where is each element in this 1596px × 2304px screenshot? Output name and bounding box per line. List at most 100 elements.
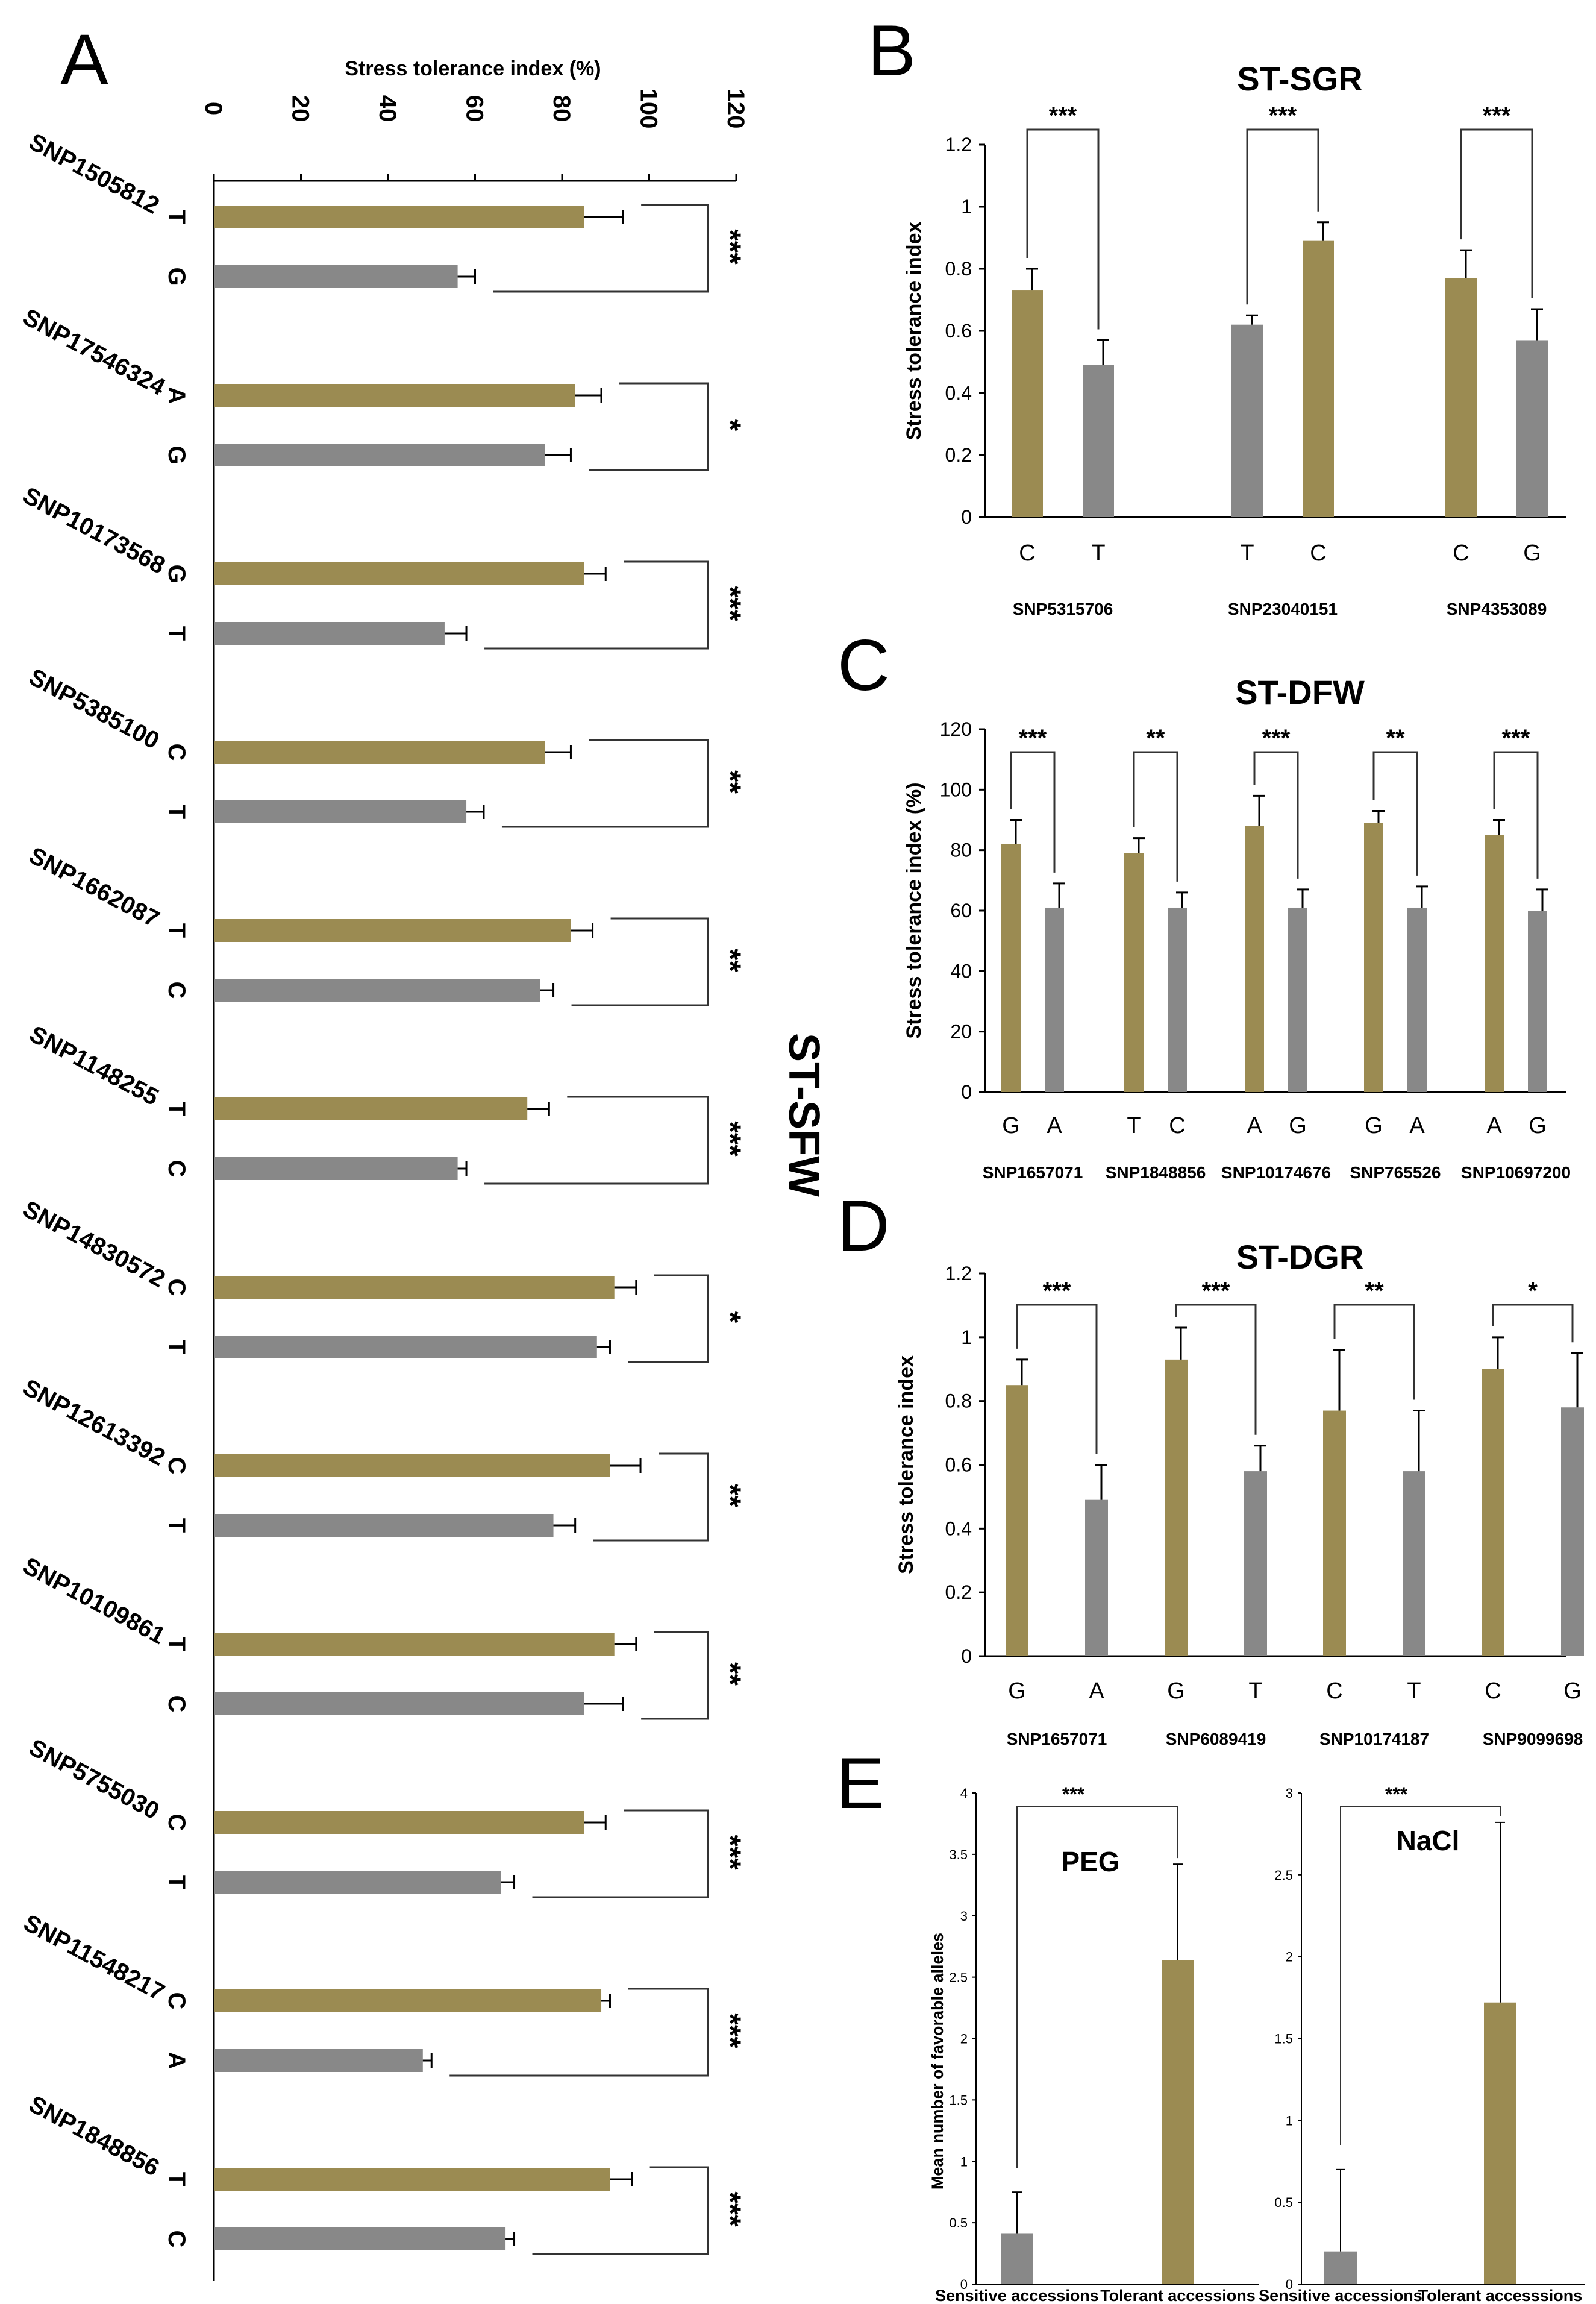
significance-label: *: [1528, 1278, 1538, 1304]
allele-label: G: [163, 445, 190, 464]
significance-label: ***: [1262, 725, 1291, 752]
significance-bracket: [1253, 751, 1299, 879]
panel-b: B ST-SGR Stress tolerance index 0 0.2 0.4 0.6 0…: [868, 10, 1566, 618]
significance-bracket: [1492, 1304, 1574, 1343]
significance-label: ***: [713, 1835, 747, 1870]
allele-label: C: [163, 2230, 190, 2248]
snp-label: SNP4353089: [1447, 600, 1547, 618]
significance-label: ***: [1483, 102, 1511, 129]
significance-label: ***: [713, 2013, 747, 2048]
bar-sensitive: [214, 800, 467, 823]
bar-tolerant: [214, 1097, 528, 1120]
panel-letter-c: C: [837, 625, 890, 706]
y-tick-label: 0.8: [945, 1390, 972, 1412]
snp-label: SNP17546324: [19, 304, 170, 401]
significance-bracket: [641, 1631, 709, 1720]
snp-label: SNP10109861: [19, 1552, 169, 1650]
y-tick-label: 120: [940, 718, 972, 740]
y-axis-label: Stress tolerance index: [903, 221, 925, 440]
category-label: Tolerant accessions: [1100, 2287, 1256, 2304]
significance-bracket: [1010, 751, 1056, 873]
significance-label: **: [713, 949, 747, 972]
allele-label: C: [163, 744, 190, 761]
y-tick-label: 0: [961, 506, 972, 528]
significance-bracket: [532, 1809, 709, 1898]
y-tick-label: 20: [950, 1021, 972, 1043]
bar-tolerant: [214, 1454, 610, 1477]
y-tick-label: 80: [950, 840, 972, 861]
snp-label: SNP10174187: [1319, 1730, 1429, 1748]
allele-label: C: [163, 1279, 190, 1296]
allele-label: T: [163, 923, 190, 938]
bar-sensitive: [214, 2227, 506, 2250]
snp-label: SNP1848856: [1106, 1163, 1206, 1182]
allele-label: C: [1485, 1678, 1501, 1704]
bar-sensitive: [214, 265, 458, 288]
allele-label: C: [1310, 541, 1326, 566]
allele-label: C: [163, 982, 190, 999]
allele-label: A: [1089, 1678, 1104, 1704]
bar-sensitive: [1045, 907, 1064, 1092]
bar-sensitive: [1244, 1471, 1267, 1656]
allele-label: T: [163, 1875, 190, 1889]
y-tick-label: 0: [1286, 2277, 1293, 2292]
panel-a-x-tick-label: 40: [374, 95, 401, 122]
bar-tolerant: [214, 1276, 615, 1299]
significance-label: **: [1146, 725, 1165, 752]
significance-label: *: [713, 419, 747, 432]
y-tick-label: 1.2: [945, 1263, 972, 1284]
allele-label: C: [163, 1814, 190, 1832]
y-tick-label: 40: [950, 960, 972, 982]
panel-a-x-tick-label: 100: [636, 89, 662, 129]
y-tick-label: 0: [960, 2277, 968, 2292]
significance-bracket: [1133, 751, 1178, 882]
significance-label: ***: [1019, 725, 1047, 752]
significance-label: **: [1365, 1278, 1384, 1304]
allele-label: G: [1365, 1113, 1383, 1138]
bar-sensitive: [214, 2049, 423, 2072]
panel-title: ST-DFW: [1235, 673, 1365, 711]
y-tick-label: 0.4: [945, 1518, 972, 1539]
allele-label: T: [163, 210, 190, 224]
y-tick-label: 0.5: [949, 2215, 968, 2230]
allele-label: T: [163, 1637, 190, 1651]
bar-sensitive: [1516, 340, 1548, 517]
bar-tolerant: [1001, 844, 1021, 1092]
significance-label: ***: [1062, 1783, 1085, 1805]
allele-label: C: [1326, 1678, 1342, 1704]
y-tick-label: 2: [960, 2032, 968, 2047]
panel-title: ST-SGR: [1237, 60, 1362, 98]
bar-sensitive: [214, 1157, 458, 1180]
y-axis-label: Stress tolerance index (%): [903, 782, 925, 1038]
snp-label: SNP1148255: [25, 1021, 163, 1111]
bar-tolerant: [1012, 290, 1043, 517]
snp-label: SNP12613392: [19, 1374, 169, 1471]
significance-bracket: [589, 382, 709, 471]
allele-label: T: [163, 805, 190, 819]
significance-label: ***: [1385, 1783, 1408, 1805]
bar-sensitive: [214, 444, 545, 466]
bar-tolerant: [1484, 2002, 1516, 2284]
y-tick-label: 1.5: [949, 2092, 968, 2108]
allele-label: A: [163, 387, 190, 404]
allele-label: T: [1240, 541, 1254, 566]
panel-e-subplot-nacl: 0 0.5 1 1.5 2 2.5 3 Sensitive accessionsToleran…: [1259, 1783, 1585, 2304]
significance-label: ***: [713, 229, 747, 265]
significance-label: ***: [713, 586, 747, 621]
y-tick-label: 0: [961, 1645, 972, 1667]
significance-label: ***: [713, 1121, 747, 1157]
bar-tolerant: [1482, 1369, 1504, 1656]
allele-label: C: [163, 1457, 190, 1475]
significance-bracket: [1340, 1806, 1501, 2145]
y-tick-label: 1: [960, 2154, 968, 2169]
snp-label: SNP14830572: [19, 1196, 169, 1293]
bar-tolerant: [1162, 1960, 1194, 2284]
allele-label: C: [163, 1695, 190, 1713]
allele-label: G: [1563, 1678, 1582, 1704]
allele-label: A: [1247, 1113, 1262, 1138]
significance-bracket: [1026, 128, 1100, 330]
allele-label: A: [1486, 1113, 1502, 1138]
significance-bracket: [1460, 128, 1533, 298]
allele-label: T: [163, 1102, 190, 1116]
panel-a-x-tick-label: 60: [462, 95, 488, 122]
